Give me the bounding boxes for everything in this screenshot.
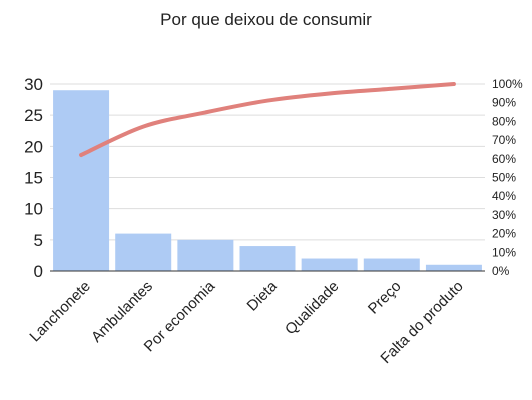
y2-tick-label: 50%	[492, 171, 516, 185]
y-tick-label: 5	[34, 231, 43, 250]
y-tick-label: 10	[24, 200, 43, 219]
bar	[177, 239, 234, 271]
y2-tick-label: 100%	[492, 77, 523, 91]
bar	[301, 258, 358, 271]
cumulative-line	[79, 82, 456, 158]
y2-tick-label: 60%	[492, 152, 516, 166]
y-tick-label: 25	[24, 106, 43, 125]
y2-tick-label: 10%	[492, 245, 516, 259]
x-tick-label: Ambulantes	[88, 278, 156, 346]
chart-title: Por que deixou de consumir	[160, 10, 372, 29]
x-tick-label: Qualidade	[282, 278, 342, 338]
bar	[115, 233, 172, 271]
y2-tick-label: 0%	[492, 264, 510, 278]
bar	[425, 264, 482, 271]
y2-tick-label: 20%	[492, 227, 516, 241]
y-tick-label: 0	[34, 262, 43, 281]
y-tick-label: 15	[24, 169, 43, 188]
y2-tick-label: 80%	[492, 114, 516, 128]
y2-tick-label: 90%	[492, 96, 516, 110]
x-tick-label: Lanchonete	[26, 278, 93, 345]
bar	[239, 246, 296, 271]
y2-tick-label: 30%	[492, 208, 516, 222]
bar	[363, 258, 420, 271]
y-tick-label: 20	[24, 137, 43, 156]
y2-tick-label: 70%	[492, 133, 516, 147]
x-tick-label: Preço	[365, 278, 405, 318]
y-tick-label: 30	[24, 75, 43, 94]
x-tick-label: Dieta	[244, 277, 281, 314]
bar	[53, 90, 110, 271]
y2-tick-label: 40%	[492, 189, 516, 203]
